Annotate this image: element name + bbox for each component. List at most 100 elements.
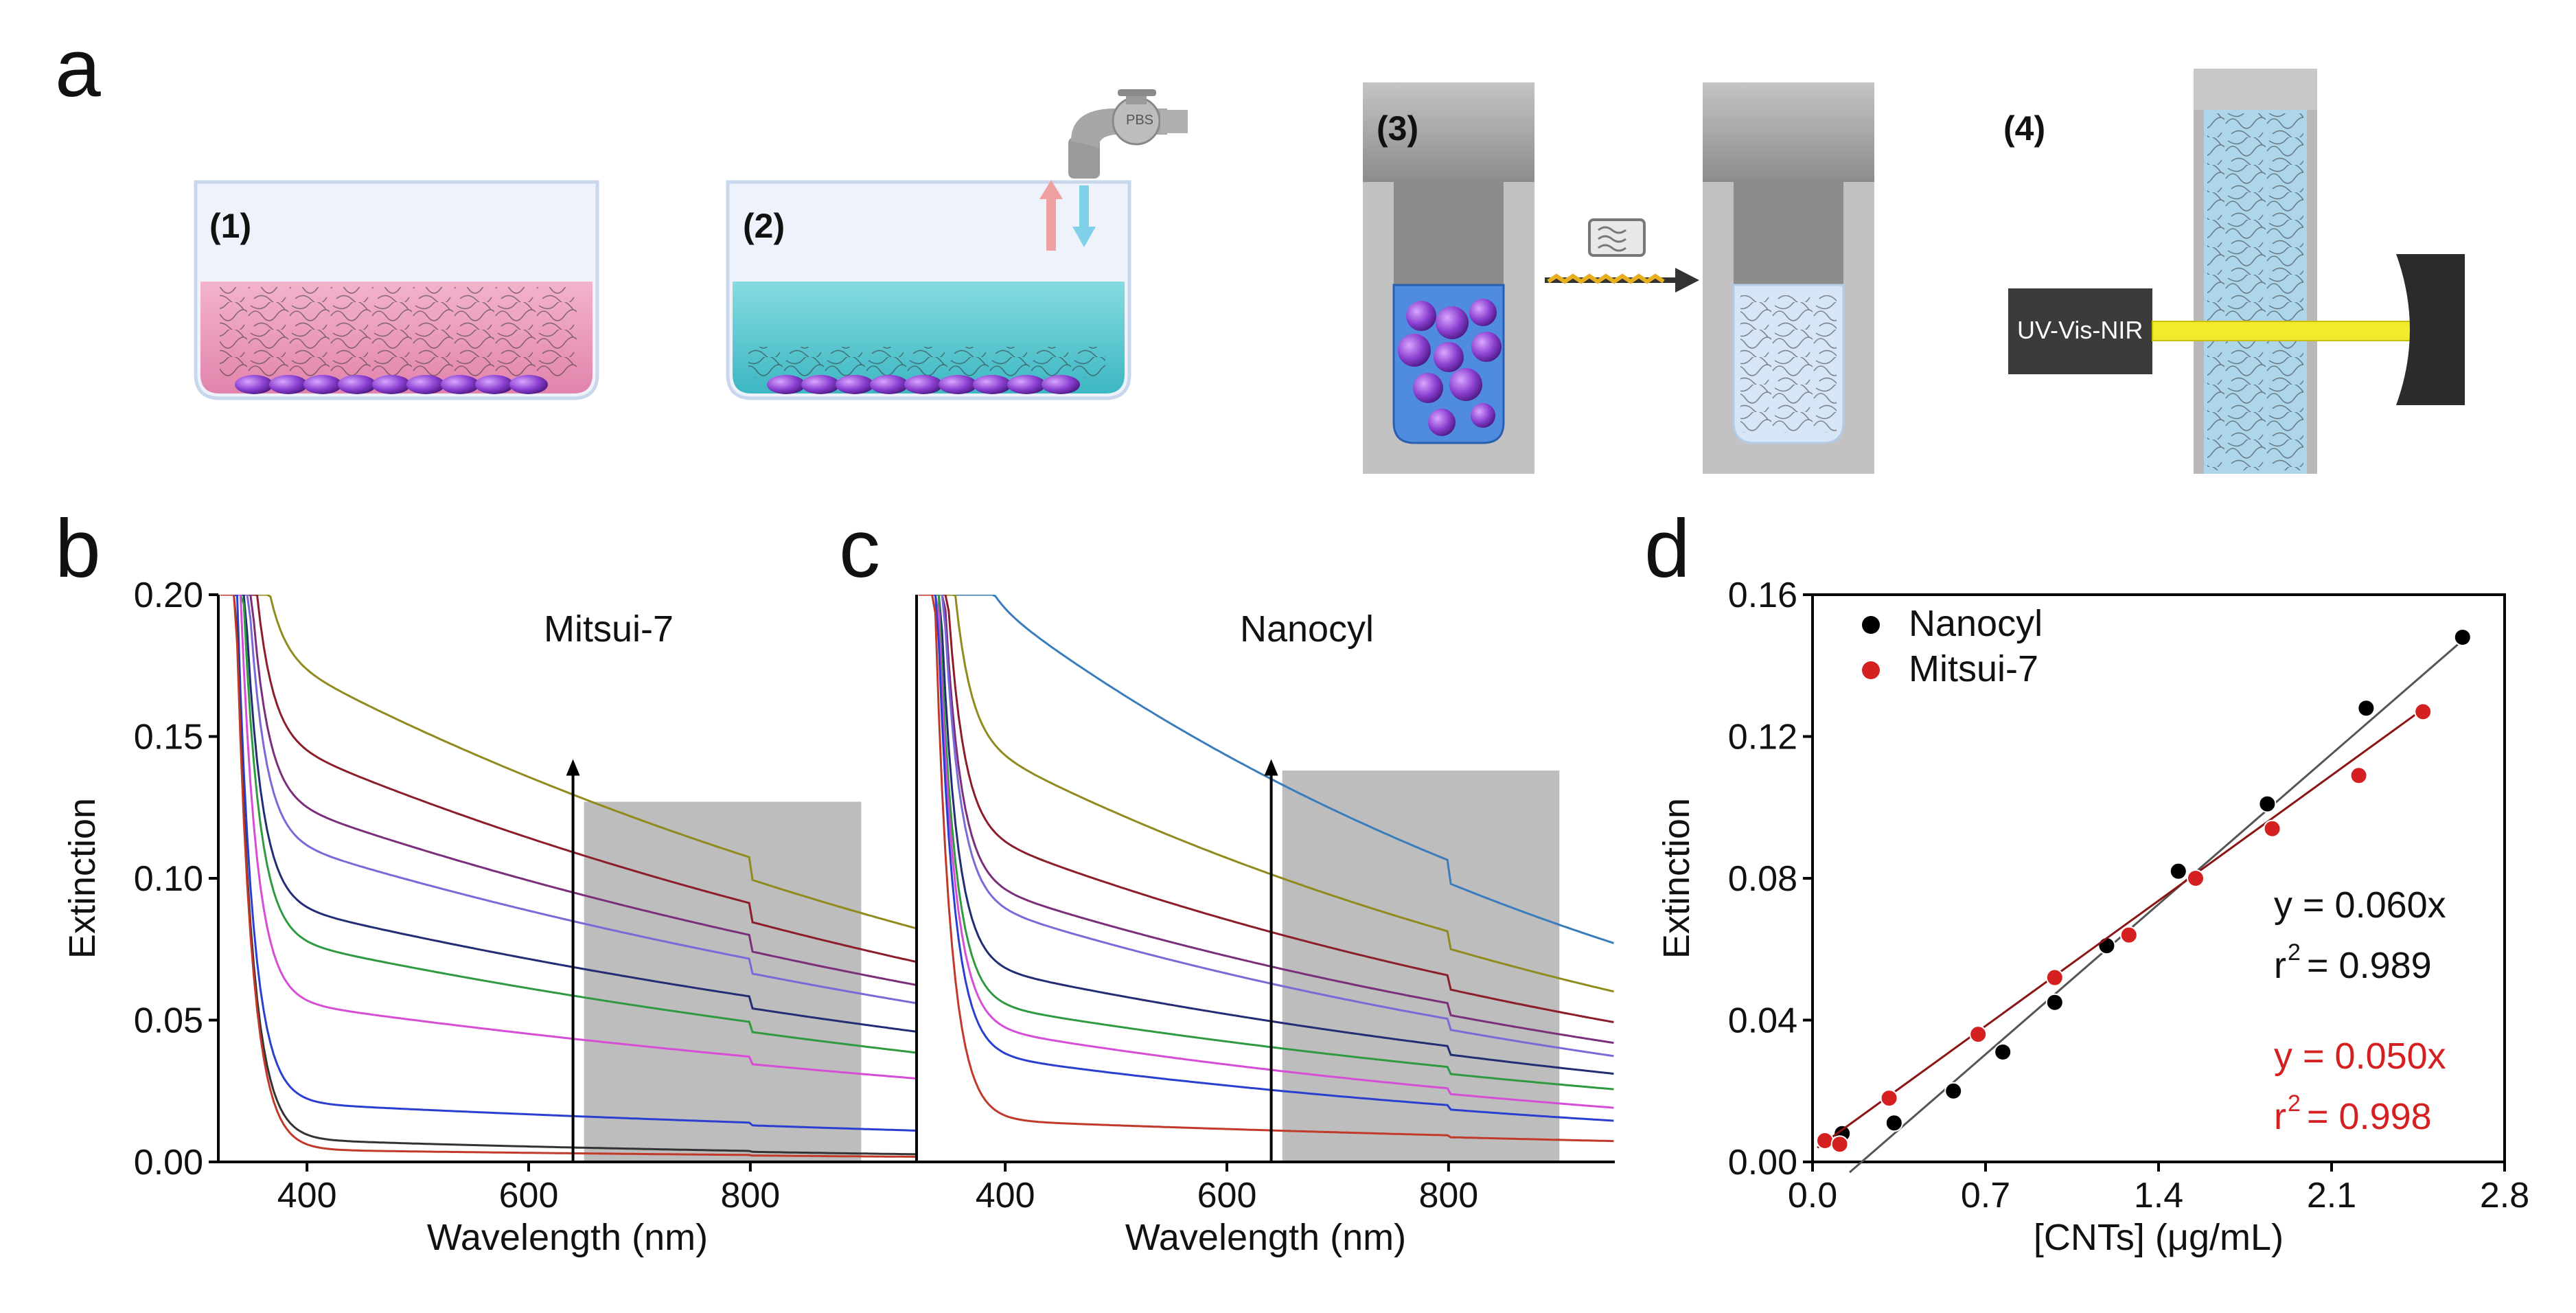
chart-b-ytick-label-2: 0.10 — [134, 859, 203, 899]
chart-c-shaded-region — [1282, 770, 1560, 1162]
step3-tubes — [1363, 82, 1874, 474]
microwave-arrow-icon — [1545, 218, 1699, 293]
uv-vis-nir-label: UV-Vis-NIR — [2017, 316, 2143, 344]
chart-b-series-2 — [220, 595, 916, 986]
panel-a-illustration — [194, 69, 2465, 474]
chart-b-arrow-head — [566, 759, 580, 776]
step4-spectrometer — [2008, 69, 2465, 474]
chart-b-shaded-region — [584, 801, 862, 1162]
chart-d-point-nanocyl-1 — [1885, 1114, 1903, 1132]
chart-d-frame — [1811, 593, 2506, 1163]
chart-d-r-symbol-1: r — [2274, 1096, 2286, 1137]
chart-d-xtick-label-1: 0.7 — [1961, 1176, 2010, 1215]
chart-b-series-5 — [220, 595, 916, 1054]
chart-d-point-nanocyl-0 — [1833, 1124, 1852, 1143]
chart-d-fit-line-1 — [1817, 708, 2424, 1149]
chart-b-xtick-label-2: 800 — [720, 1176, 780, 1215]
chart-d-r2-0: = 0.989 — [2307, 945, 2432, 986]
chart-d-point-mitsui-7-8 — [2349, 766, 2368, 785]
panel-label-c: c — [839, 503, 880, 595]
chart-b-series-9 — [220, 595, 916, 1158]
chart-d-fit-eq-0: y = 0.060x — [2274, 884, 2446, 926]
chart-d-legend-label-1: Mitsui-7 — [1909, 648, 2038, 689]
step-1-label: (1) — [209, 207, 252, 245]
chart-d-point-mitsui-7-1 — [1830, 1135, 1849, 1154]
chart-b-xtick-label-1: 600 — [499, 1176, 559, 1215]
chart-d-point-mitsui-7-6 — [2187, 869, 2205, 887]
chart-d-point-nanocyl-9 — [2453, 628, 2472, 646]
step1-container — [194, 180, 599, 400]
chart-c-series-7 — [919, 595, 1614, 1109]
chart-b-series-3 — [220, 595, 916, 1005]
chart-d-xtick-label-4: 2.8 — [2480, 1176, 2529, 1215]
chart-d-ytick-label-1: 0.04 — [1728, 1001, 1797, 1041]
chart-c-series-8 — [919, 595, 1614, 1122]
chart-c-series-4 — [919, 595, 1614, 1058]
chart-d-legend-marker-0 — [1862, 616, 1880, 634]
chart-c-series-9 — [919, 595, 1614, 1143]
chart-d-ytick-label-0: 0.00 — [1728, 1143, 1797, 1183]
chart-b-ytick-label-1: 0.05 — [134, 1001, 203, 1041]
chart-d-ytick-label-4: 0.16 — [1728, 575, 1797, 615]
chart-b-series-6 — [220, 595, 916, 1080]
chart-d-point-nanocyl-7 — [2258, 795, 2277, 813]
chart-d-point-nanocyl-2 — [1944, 1082, 1963, 1100]
step-2-label: (2) — [743, 207, 785, 245]
chart-d-point-mitsui-7-9 — [2414, 703, 2433, 721]
chart-c-series-2 — [919, 595, 1614, 1023]
chart-d-fit-line-0 — [1849, 633, 2471, 1174]
chart-c-series-3 — [919, 595, 1614, 1044]
chart-d-r-sup-1: 2 — [2288, 1091, 2301, 1117]
chart-d-legend-marker-1 — [1862, 661, 1880, 679]
chart-d-legend-label-0: Nanocyl — [1909, 603, 2043, 644]
panel-label-a: a — [55, 22, 101, 114]
chart-c-series-5 — [919, 595, 1614, 1075]
chart-b-series-1 — [220, 595, 916, 963]
chart-d-point-mitsui-7-3 — [1969, 1025, 1988, 1044]
chart-b-series-7 — [220, 595, 916, 1132]
chart-d-xlabel: [CNTs] (μg/mL) — [2034, 1217, 2284, 1258]
chart-c-series-1 — [919, 595, 1614, 993]
chart-c-series-0 — [919, 595, 1614, 944]
chart-d-point-mitsui-7-5 — [2119, 926, 2138, 944]
chart-d-point-nanocyl-6 — [2169, 862, 2187, 880]
chart-d-point-mitsui-7-2 — [1880, 1089, 1898, 1108]
faucet-pbs-label: PBS — [1126, 113, 1154, 128]
chart-d-r2-1: = 0.998 — [2307, 1096, 2432, 1137]
chart-b-ytick-label-0: 0.00 — [134, 1143, 203, 1183]
chart-d-point-nanocyl-5 — [2097, 937, 2116, 955]
step-3-label: (3) — [1377, 109, 1419, 148]
chart-d-ytick-label-2: 0.08 — [1728, 859, 1797, 899]
chart-d-point-mitsui-7-0 — [1816, 1132, 1834, 1150]
chart-d-point-mitsui-7-7 — [2263, 819, 2281, 838]
chart-d-xtick-label-0: 0.0 — [1788, 1176, 1837, 1215]
chart-d-fit-eq-1: y = 0.050x — [2274, 1036, 2446, 1077]
chart-b-ytick-label-4: 0.20 — [134, 575, 203, 615]
chart-b-ytick-label-3: 0.15 — [134, 718, 203, 757]
chart-d-r-sup-0: 2 — [2288, 939, 2301, 966]
chart-b-series-8 — [220, 595, 916, 1156]
step-4-label: (4) — [2003, 109, 2046, 148]
panel-label-b: b — [55, 503, 101, 595]
chart-c-xlabel: Wavelength (nm) — [1125, 1217, 1406, 1258]
chart-d-xtick-label-3: 2.1 — [2307, 1176, 2356, 1215]
chart-c-xtick-label-2: 800 — [1418, 1176, 1478, 1215]
chart-c-xtick-label-1: 600 — [1197, 1176, 1257, 1215]
chart-b-ylabel: Extinction — [62, 798, 103, 959]
chart-d-r-symbol-0: r — [2274, 945, 2286, 986]
chart-d-point-mitsui-7-4 — [2045, 968, 2064, 987]
chart-d-point-nanocyl-4 — [2045, 993, 2064, 1012]
chart-c-series-6 — [919, 595, 1614, 1091]
chart-b-series-0 — [220, 595, 916, 930]
chart-b-xtick-label-0: 400 — [277, 1176, 337, 1215]
panel-label-d: d — [1644, 503, 1690, 595]
faucet-icon — [1068, 89, 1188, 179]
chart-b-xlabel: Wavelength (nm) — [427, 1217, 708, 1258]
chart-d-ylabel: Extinction — [1656, 798, 1697, 959]
chart-d-xtick-label-2: 1.4 — [2134, 1176, 2183, 1215]
chart-c-xtick-label-0: 400 — [976, 1176, 1035, 1215]
chart-c-arrow-head — [1264, 759, 1278, 776]
chart-b-series-4 — [220, 595, 916, 1033]
chart-d-ytick-label-3: 0.12 — [1728, 718, 1797, 757]
chart-d-point-nanocyl-3 — [1994, 1042, 2012, 1061]
